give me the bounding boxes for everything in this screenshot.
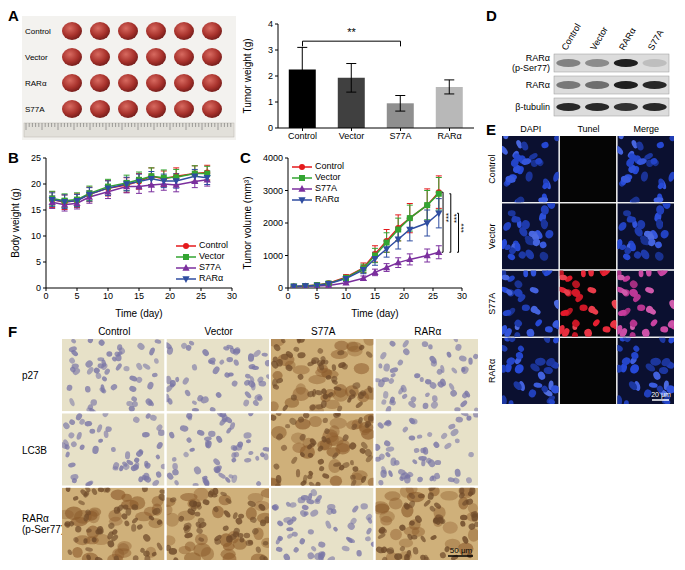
- svg-text:S77A: S77A: [487, 293, 497, 315]
- html-text:Time (day): Time (day): [115, 307, 163, 319]
- html-text:A: A: [8, 7, 19, 24]
- svg-text:0: 0: [278, 283, 283, 293]
- svg-text:Merge: Merge: [633, 124, 659, 134]
- svg-text:5: 5: [36, 257, 41, 267]
- svg-text:Vector: Vector: [588, 25, 609, 52]
- svg-text:RARα: RARα: [414, 326, 441, 337]
- svg-text:15: 15: [31, 205, 41, 215]
- svg-text:S77A: S77A: [646, 28, 666, 52]
- svg-text:DAPI: DAPI: [520, 124, 541, 134]
- svg-text:3: 3: [268, 45, 273, 55]
- svg-text:RARα: RARα: [25, 79, 47, 88]
- svg-text:0: 0: [285, 291, 290, 301]
- svg-text:β-tubulin: β-tubulin: [515, 102, 550, 112]
- html-text:E: E: [486, 121, 496, 138]
- svg-text:25: 25: [31, 153, 41, 163]
- svg-text:Control: Control: [288, 131, 317, 141]
- svg-text:5: 5: [314, 291, 319, 301]
- svg-text:Control: Control: [487, 155, 497, 184]
- html-text:Tumor weight (g): Tumor weight (g): [241, 38, 253, 114]
- html-text:S77A: S77A: [315, 183, 337, 193]
- svg-text:(p-Ser77): (p-Ser77): [512, 63, 550, 73]
- svg-text:***: ***: [459, 223, 468, 232]
- svg-text:0: 0: [36, 283, 41, 293]
- svg-text:Vector: Vector: [25, 53, 48, 62]
- svg-text:S77A: S77A: [25, 105, 45, 114]
- svg-text:(p-Ser77): (p-Ser77): [22, 524, 64, 535]
- svg-text:20: 20: [165, 291, 175, 301]
- svg-text:25: 25: [428, 291, 438, 301]
- svg-text:Control: Control: [98, 326, 130, 337]
- svg-text:0: 0: [268, 123, 273, 133]
- svg-text:25: 25: [196, 291, 206, 301]
- svg-text:RARα: RARα: [22, 513, 49, 524]
- svg-text:1000: 1000: [263, 251, 283, 261]
- svg-text:1: 1: [268, 97, 273, 107]
- svg-text:Control: Control: [559, 22, 582, 52]
- svg-text:20: 20: [399, 291, 409, 301]
- svg-text:Vector: Vector: [487, 224, 497, 250]
- svg-text:Control: Control: [25, 27, 51, 36]
- svg-text:***: ***: [452, 214, 461, 223]
- svg-text:LC3B: LC3B: [22, 445, 47, 456]
- svg-text:50 μm: 50 μm: [450, 546, 473, 555]
- html-text:D: D: [486, 7, 497, 24]
- html-text:Time (day): Time (day): [351, 307, 399, 319]
- html-text:RARα: RARα: [199, 273, 224, 283]
- html-text:B: B: [8, 149, 19, 166]
- svg-text:Vector: Vector: [205, 326, 234, 337]
- svg-text:15: 15: [134, 291, 144, 301]
- html-text:Vector: Vector: [199, 251, 225, 261]
- svg-text:0: 0: [43, 291, 48, 301]
- svg-text:5: 5: [74, 291, 79, 301]
- svg-text:20 μm: 20 μm: [651, 391, 671, 399]
- html-text:F: F: [8, 323, 18, 340]
- html-text:C: C: [240, 149, 251, 166]
- html-text:RARα: RARα: [315, 194, 340, 204]
- svg-text:Vector: Vector: [339, 131, 365, 141]
- html-text:Tumor volume (mm³): Tumor volume (mm³): [241, 176, 253, 270]
- svg-text:10: 10: [341, 291, 351, 301]
- svg-text:15: 15: [370, 291, 380, 301]
- svg-text:4000: 4000: [263, 153, 283, 163]
- svg-text:S77A: S77A: [311, 326, 336, 337]
- svg-text:RARα: RARα: [526, 80, 550, 90]
- svg-text:RARα: RARα: [617, 26, 638, 52]
- svg-text:2: 2: [268, 71, 273, 81]
- html-text:Control: Control: [199, 240, 228, 250]
- svg-text:p27: p27: [22, 370, 39, 381]
- html-text:Body weight (g): Body weight (g): [9, 188, 21, 258]
- svg-text:Tunel: Tunel: [577, 124, 599, 134]
- svg-text:20: 20: [31, 179, 41, 189]
- svg-text:30: 30: [457, 291, 467, 301]
- svg-text:**: **: [347, 26, 356, 38]
- svg-text:S77A: S77A: [389, 131, 411, 141]
- html-text:Vector: Vector: [315, 172, 341, 182]
- svg-text:3000: 3000: [263, 186, 283, 196]
- svg-text:RARα: RARα: [526, 53, 550, 63]
- svg-text:30: 30: [227, 291, 237, 301]
- svg-text:RARα: RARα: [437, 131, 461, 141]
- html-text:Control: Control: [315, 161, 344, 171]
- svg-text:4: 4: [268, 19, 273, 29]
- svg-text:10: 10: [31, 231, 41, 241]
- svg-text:RARα: RARα: [487, 359, 497, 383]
- svg-text:2000: 2000: [263, 218, 283, 228]
- html-text:S77A: S77A: [199, 262, 221, 272]
- svg-text:10: 10: [103, 291, 113, 301]
